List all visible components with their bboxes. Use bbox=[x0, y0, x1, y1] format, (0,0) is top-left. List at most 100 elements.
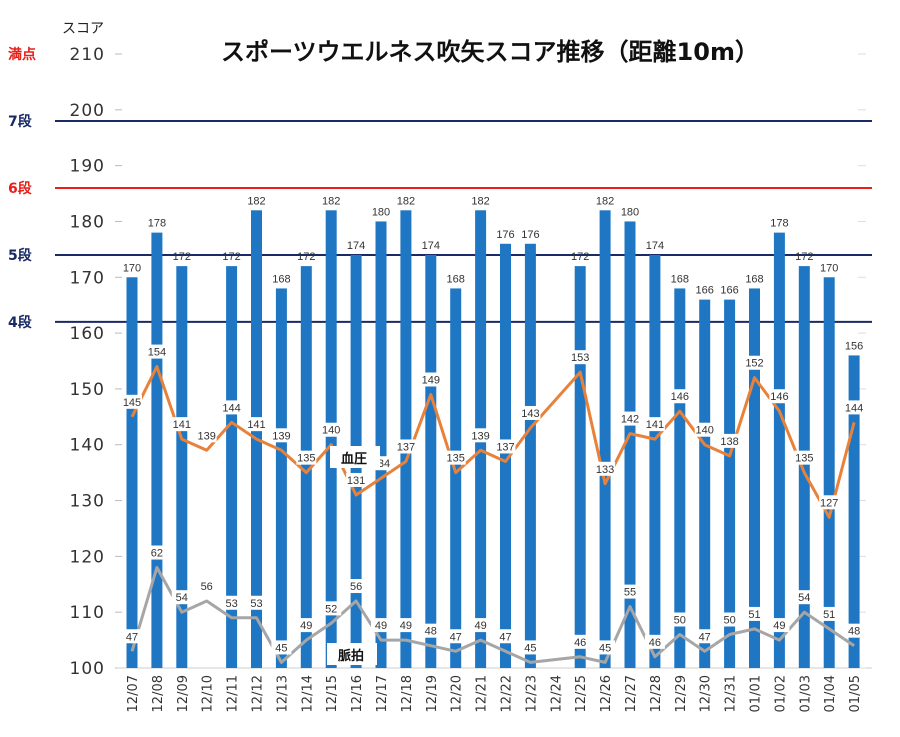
x-tick-label: 12/28 bbox=[649, 675, 664, 712]
blood-pressure-label-bg bbox=[296, 450, 317, 465]
pulse-label-bg bbox=[595, 640, 616, 655]
blood-pressure-series-label-bg bbox=[330, 446, 380, 468]
y-tick-label: 130 bbox=[70, 492, 105, 512]
rank-label: 5段 bbox=[8, 247, 32, 264]
blood-pressure-value-label: 142 bbox=[621, 414, 639, 426]
pulse-label-bg bbox=[620, 584, 640, 599]
x-tick-label: 12/22 bbox=[500, 675, 515, 712]
blood-pressure-label-bg bbox=[794, 450, 815, 465]
x-tick-label: 12/07 bbox=[126, 675, 141, 712]
score-bar bbox=[649, 254, 661, 669]
chart-title: スポーツウエルネス吹矢スコア推移（距離10m） bbox=[221, 38, 759, 66]
pulse-label-bg bbox=[520, 640, 541, 655]
blood-pressure-label-bg bbox=[470, 428, 491, 443]
score-value-label: 182 bbox=[596, 195, 614, 207]
rank-label: 6段 bbox=[8, 180, 32, 197]
pulse-value-label: 54 bbox=[176, 592, 188, 604]
blood-pressure-label-bg bbox=[221, 400, 242, 415]
blood-pressure-label-bg bbox=[171, 417, 192, 432]
x-tick-label: 01/05 bbox=[848, 675, 863, 712]
score-bar bbox=[674, 288, 686, 668]
rank-label: 7段 bbox=[8, 113, 32, 130]
score-bar bbox=[450, 288, 462, 668]
blood-pressure-value-label: 154 bbox=[148, 347, 166, 359]
score-value-label: 176 bbox=[521, 229, 539, 241]
score-value-label: 182 bbox=[397, 195, 415, 207]
pulse-value-label: 46 bbox=[574, 637, 586, 649]
score-bar bbox=[126, 277, 138, 668]
blood-pressure-value-label: 149 bbox=[422, 374, 440, 386]
score-bar bbox=[375, 221, 387, 669]
y-tick-label: 100 bbox=[70, 659, 105, 679]
blood-pressure-label-bg bbox=[196, 428, 217, 443]
score-value-label: 178 bbox=[770, 218, 788, 230]
x-tick-label: 12/21 bbox=[475, 675, 490, 712]
pulse-label-bg bbox=[470, 618, 491, 633]
pulse-label-bg bbox=[744, 606, 765, 621]
blood-pressure-value-label: 131 bbox=[347, 475, 365, 487]
pulse-series-label: 脈拍 bbox=[338, 648, 364, 664]
x-tick-label: 12/27 bbox=[624, 675, 639, 712]
score-value-label: 170 bbox=[123, 262, 141, 274]
pulse-value-label: 56 bbox=[350, 581, 362, 593]
pulse-value-label: 53 bbox=[225, 598, 237, 610]
score-value-label: 166 bbox=[720, 285, 738, 297]
blood-pressure-label-bg bbox=[122, 394, 142, 409]
pulse-label-bg bbox=[844, 623, 865, 638]
x-tick-label: 12/25 bbox=[574, 675, 589, 712]
score-value-label: 178 bbox=[148, 218, 166, 230]
pulse-label-bg bbox=[495, 629, 516, 644]
blood-pressure-label-bg bbox=[744, 355, 765, 370]
score-value-label: 172 bbox=[297, 251, 315, 263]
blood-pressure-value-label: 146 bbox=[770, 391, 788, 403]
pulse-value-label: 49 bbox=[400, 620, 412, 632]
x-tick-label: 12/14 bbox=[300, 675, 315, 712]
blood-pressure-value-label: 140 bbox=[696, 425, 714, 437]
y-tick-label: 180 bbox=[70, 212, 105, 232]
blood-pressure-value-label: 141 bbox=[247, 419, 265, 431]
score-bar bbox=[798, 266, 810, 668]
pulse-value-label: 46 bbox=[649, 637, 661, 649]
pulse-value-label: 50 bbox=[723, 615, 735, 627]
blood-pressure-label-bg bbox=[395, 439, 416, 454]
y-tick-label: 200 bbox=[70, 101, 105, 121]
pulse-label-bg bbox=[371, 618, 391, 633]
rank-label: 満点 bbox=[8, 46, 36, 63]
pulse-label-bg bbox=[122, 629, 142, 644]
x-tick-label: 12/31 bbox=[724, 675, 739, 712]
pulse-value-label: 51 bbox=[823, 609, 835, 621]
pulse-label-bg bbox=[794, 590, 815, 605]
score-value-label: 168 bbox=[671, 273, 689, 285]
score-bar bbox=[500, 243, 511, 669]
blood-pressure-value-label: 140 bbox=[322, 425, 340, 437]
x-tick-label: 12/08 bbox=[151, 675, 166, 712]
pulse-label-bg bbox=[171, 590, 192, 605]
pulse-series-label-bg bbox=[327, 643, 377, 665]
score-value-label: 168 bbox=[447, 273, 465, 285]
blood-pressure-value-label: 137 bbox=[397, 441, 415, 453]
x-tick-label: 01/01 bbox=[749, 675, 764, 712]
score-bar bbox=[599, 210, 611, 669]
score-value-label: 180 bbox=[372, 206, 390, 218]
x-tick-label: 12/16 bbox=[350, 675, 365, 712]
pulse-value-label: 45 bbox=[524, 642, 536, 654]
x-tick-label: 01/03 bbox=[798, 675, 813, 712]
score-bar bbox=[773, 232, 785, 669]
blood-pressure-label-bg bbox=[246, 417, 267, 432]
blood-pressure-value-label: 144 bbox=[222, 402, 240, 414]
pulse-value-label: 47 bbox=[450, 631, 462, 643]
score-value-label: 180 bbox=[621, 206, 639, 218]
pulse-value-label: 54 bbox=[798, 592, 810, 604]
score-value-label: 168 bbox=[745, 273, 763, 285]
blood-pressure-value-label: 133 bbox=[596, 464, 614, 476]
score-value-label: 166 bbox=[696, 285, 714, 297]
blood-pressure-value-label: 135 bbox=[795, 453, 813, 465]
pulse-value-label: 48 bbox=[848, 626, 860, 638]
vital-lines: 1451541411391441411391351401311341371491… bbox=[122, 344, 865, 665]
blood-pressure-value-label: 135 bbox=[447, 453, 465, 465]
score-bar bbox=[749, 288, 760, 668]
y-tick-label: 190 bbox=[70, 157, 105, 177]
pulse-value-label: 52 bbox=[325, 603, 337, 615]
pulse-label-bg bbox=[644, 634, 665, 649]
